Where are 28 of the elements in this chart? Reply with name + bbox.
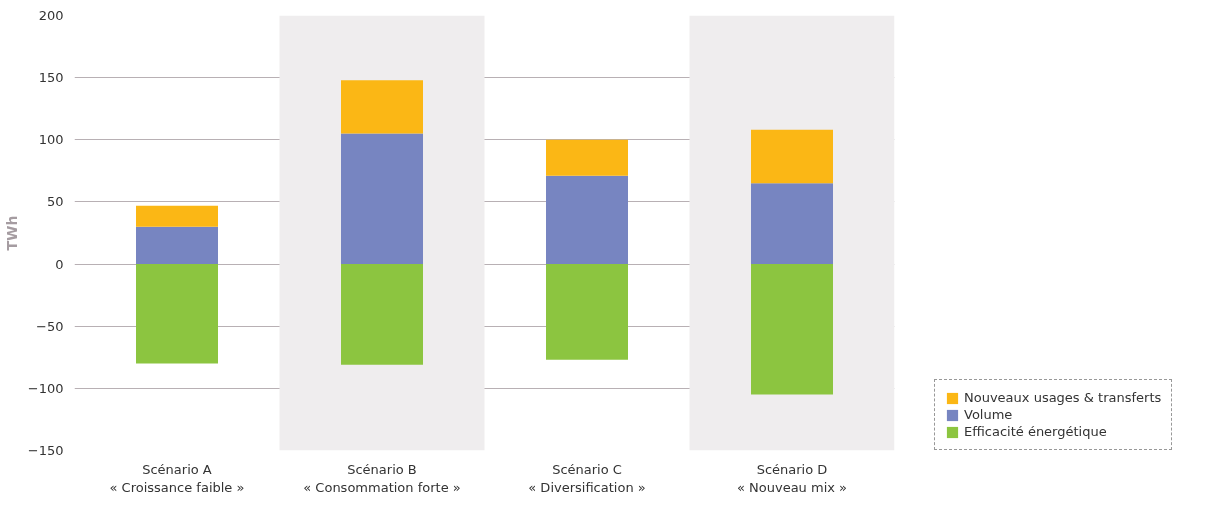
bar bbox=[751, 129, 833, 184]
bar bbox=[751, 264, 833, 395]
bar bbox=[341, 133, 423, 265]
x-tick-label: Scénario B « Consommation forte » bbox=[303, 461, 461, 495]
y-tick-label: 0 bbox=[55, 256, 64, 272]
legend-label: Volume bbox=[964, 407, 1013, 422]
x-tick-label: Scénario D « Nouveau mix » bbox=[736, 461, 848, 495]
y-tick-label: 50 bbox=[46, 194, 64, 210]
bar bbox=[546, 175, 628, 265]
bar bbox=[751, 183, 833, 265]
x-tick-label: Scénario A « Croissance faible » bbox=[109, 461, 245, 495]
bar bbox=[136, 264, 218, 364]
y-tick-label: −100 bbox=[27, 380, 64, 396]
bar bbox=[546, 139, 628, 176]
legend-label: Efficacité énergétique bbox=[964, 424, 1107, 439]
y-tick-label: 100 bbox=[38, 132, 64, 148]
bar bbox=[136, 226, 218, 265]
bar bbox=[341, 264, 423, 365]
y-axis-title: TWh bbox=[3, 215, 20, 251]
x-tick-label: Scénario C « Diversification » bbox=[528, 461, 646, 495]
bar bbox=[136, 205, 218, 227]
bar bbox=[341, 80, 423, 134]
y-tick-label: −50 bbox=[36, 318, 64, 334]
y-tick-label: −150 bbox=[27, 443, 64, 458]
y-tick-label: 200 bbox=[38, 8, 64, 23]
y-tick-label: 150 bbox=[38, 70, 64, 86]
bar bbox=[546, 264, 628, 360]
legend-label: Nouveaux usages & transferts bbox=[964, 390, 1162, 405]
